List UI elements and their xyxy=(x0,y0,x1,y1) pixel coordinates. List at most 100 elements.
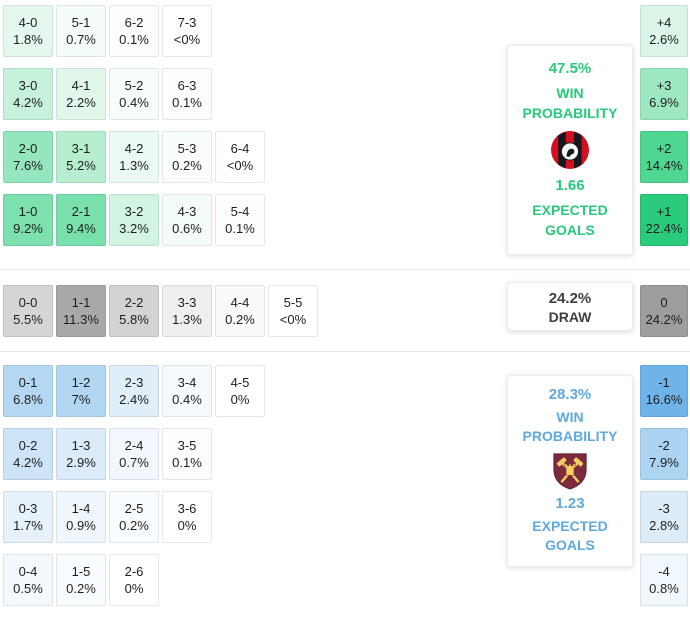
probability-label: 2.8% xyxy=(649,518,679,533)
cell-5-1: 5-1 0.7% xyxy=(56,5,106,57)
scoreline-label: 5-3 xyxy=(177,141,197,156)
scoreline-label: 6-4 xyxy=(230,141,250,156)
scoreline-label: 2-6 xyxy=(124,564,144,579)
cell-diff-plus4: +4 2.6% xyxy=(640,5,688,57)
goal-diff-label: -4 xyxy=(658,564,670,579)
scoreline-label: 6-2 xyxy=(124,15,144,30)
home-expected-goals-label: EXPECTED GOALS xyxy=(532,202,608,238)
cell-5-5: 5-5 <0% xyxy=(268,285,318,337)
cell-3-3: 3-3 1.3% xyxy=(162,285,212,337)
cell-1-1: 1-1 11.3% xyxy=(56,285,106,337)
section-divider xyxy=(0,351,690,352)
cell-3-0: 3-0 4.2% xyxy=(3,68,53,120)
cell-4-2: 4-2 1.3% xyxy=(109,131,159,183)
probability-label: 2.6% xyxy=(649,32,679,47)
cell-2-2: 2-2 5.8% xyxy=(109,285,159,337)
cell-5-3: 5-3 0.2% xyxy=(162,131,212,183)
cell-diff-minus3: -3 2.8% xyxy=(640,491,688,543)
cell-2-5: 2-5 0.2% xyxy=(109,491,159,543)
probability-label: 2.9% xyxy=(66,455,96,470)
probability-label: 1.3% xyxy=(172,312,202,327)
scoreline-label: 5-2 xyxy=(124,78,144,93)
probability-label: 24.2% xyxy=(645,312,683,327)
cell-diff-minus4: -4 0.8% xyxy=(640,554,688,606)
probability-label: 5.5% xyxy=(13,312,43,327)
cell-0-3: 0-3 1.7% xyxy=(3,491,53,543)
probability-label: <0% xyxy=(226,158,254,173)
cell-6-3: 6-3 0.1% xyxy=(162,68,212,120)
scoreline-label: 3-3 xyxy=(177,295,197,310)
probability-label: 0.4% xyxy=(119,95,149,110)
probability-label: 0.8% xyxy=(649,581,679,596)
probability-label: 0.2% xyxy=(172,158,202,173)
scoreline-label: 2-0 xyxy=(18,141,38,156)
scoreline-label: 7-3 xyxy=(177,15,197,30)
cell-0-4: 0-4 0.5% xyxy=(3,554,53,606)
goal-diff-label: -1 xyxy=(658,375,670,390)
probability-label: 2.4% xyxy=(119,392,149,407)
scoreline-label: 1-5 xyxy=(71,564,91,579)
scoreline-label: 4-4 xyxy=(230,295,250,310)
probability-label: 22.4% xyxy=(645,221,683,236)
scoreline-label: 0-0 xyxy=(18,295,38,310)
scoreline-label: 4-2 xyxy=(124,141,144,156)
cell-4-1: 4-1 2.2% xyxy=(56,68,106,120)
probability-label: 0% xyxy=(124,581,144,596)
probability-label: 0.7% xyxy=(66,32,96,47)
probability-label: <0% xyxy=(279,312,307,327)
cell-0-2: 0-2 4.2% xyxy=(3,428,53,480)
scoreline-label: 2-4 xyxy=(124,438,144,453)
cell-5-4: 5-4 0.1% xyxy=(215,194,265,246)
cell-2-1: 2-1 9.4% xyxy=(56,194,106,246)
away-expected-goals-label: EXPECTED GOALS xyxy=(532,517,608,554)
probability-label: 0.7% xyxy=(119,455,149,470)
scoreline-label: 3-6 xyxy=(177,501,197,516)
cell-2-3: 2-3 2.4% xyxy=(109,365,159,417)
scoreline-label: 1-0 xyxy=(18,204,38,219)
probability-label: 3.2% xyxy=(119,221,149,236)
section-divider xyxy=(0,269,690,270)
probability-label: 16.6% xyxy=(645,392,683,407)
scoreline-label: 3-4 xyxy=(177,375,197,390)
goal-diff-label: -2 xyxy=(658,438,670,453)
cell-3-6: 3-6 0% xyxy=(162,491,212,543)
probability-label: 7.6% xyxy=(13,158,43,173)
probability-label: 0.2% xyxy=(119,518,149,533)
scoreline-label: 4-5 xyxy=(230,375,250,390)
scoreline-label: 5-5 xyxy=(283,295,303,310)
scoreline-label: 2-5 xyxy=(124,501,144,516)
west-ham-united-crest-icon xyxy=(553,453,587,490)
cell-diff-0: 0 24.2% xyxy=(640,285,688,337)
cell-1-0: 1-0 9.2% xyxy=(3,194,53,246)
probability-label: 9.2% xyxy=(13,221,43,236)
probability-label: 7% xyxy=(71,392,91,407)
goal-diff-label: +3 xyxy=(656,78,672,93)
scoreline-label: 2-2 xyxy=(124,295,144,310)
cell-1-3: 1-3 2.9% xyxy=(56,428,106,480)
probability-label: 0.5% xyxy=(13,581,43,596)
cell-4-5: 4-5 0% xyxy=(215,365,265,417)
cell-1-5: 1-5 0.2% xyxy=(56,554,106,606)
probability-label: 1.7% xyxy=(13,518,43,533)
cell-7-3: 7-3 <0% xyxy=(162,5,212,57)
scoreline-label: 5-4 xyxy=(230,204,250,219)
home-win-probability-value: 47.5% xyxy=(548,59,592,77)
scoreline-label: 6-3 xyxy=(177,78,197,93)
home-win-probability-label: WIN PROBABILITY xyxy=(522,85,618,121)
probability-label: 0.1% xyxy=(225,221,255,236)
probability-label: 0% xyxy=(230,392,250,407)
probability-label: 11.3% xyxy=(63,312,99,327)
cell-diff-minus2: -2 7.9% xyxy=(640,428,688,480)
scoreline-label: 1-1 xyxy=(71,295,91,310)
goal-diff-label: +2 xyxy=(656,141,672,156)
probability-label: 0.1% xyxy=(172,95,202,110)
probability-label: 5.8% xyxy=(119,312,149,327)
probability-label: 0.4% xyxy=(172,392,202,407)
probability-label: 0.1% xyxy=(172,455,202,470)
cell-1-4: 1-4 0.9% xyxy=(56,491,106,543)
probability-label: 5.2% xyxy=(66,158,96,173)
probability-label: 0.9% xyxy=(66,518,96,533)
scoreline-label: 0-2 xyxy=(18,438,38,453)
cell-2-4: 2-4 0.7% xyxy=(109,428,159,480)
